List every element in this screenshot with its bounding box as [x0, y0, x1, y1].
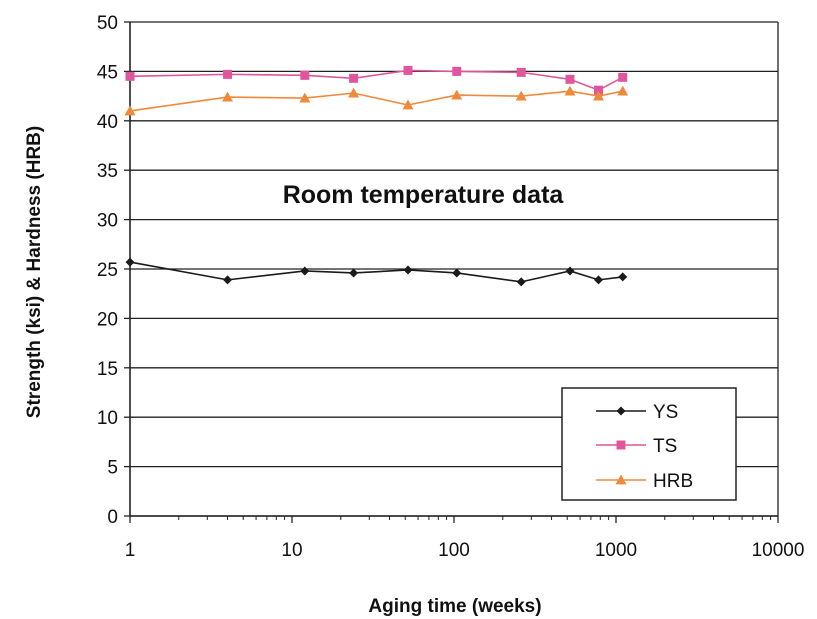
data-point-hrb-3: [348, 87, 360, 98]
data-point-ys-1: [223, 275, 233, 285]
legend: YS TS HRB: [561, 387, 737, 501]
legend-items: YS TS HRB: [596, 402, 693, 492]
data-point-ys-0: [125, 257, 135, 267]
data-point-ts-7: [565, 74, 575, 84]
data-point-ts-5: [452, 66, 462, 76]
x-tick-label-2: 100: [438, 540, 470, 561]
data-point-ys-6: [516, 277, 526, 287]
data-point-ys-3: [349, 268, 359, 278]
series-hrb: [124, 85, 629, 116]
data-point-ys-9: [618, 272, 628, 282]
y-tick-label-6: 30: [97, 211, 118, 232]
data-point-ys-2: [300, 266, 310, 276]
legend-label-ys: YS: [653, 402, 678, 423]
y-tick-labels: 0 5 10 15 20 25 30 35 40 45 50: [97, 13, 130, 528]
y-tick-label-8: 40: [97, 112, 118, 133]
data-point-hrb-8: [593, 90, 605, 101]
y-tick-label-2: 10: [97, 408, 118, 429]
x-tick-labels: 1 10 100 1000 10000: [125, 516, 805, 561]
data-point-hrb-4: [402, 99, 414, 110]
data-point-hrb-2: [299, 92, 311, 103]
series-line-hrb: [129, 90, 623, 112]
data-point-ts-2: [300, 70, 310, 80]
y-tick-label-4: 20: [97, 309, 118, 330]
legend-label-ts: TS: [653, 436, 677, 457]
data-point-ts-0: [125, 71, 135, 81]
legend-marker-hrb: [615, 474, 627, 485]
data-point-ts-8: [594, 85, 604, 95]
data-point-ys-7: [565, 266, 575, 276]
legend-marker-ys: [616, 406, 626, 416]
x-tick-label-4: 10000: [752, 540, 805, 561]
data-point-ts-1: [223, 69, 233, 79]
series-line-ts: [129, 69, 624, 92]
x-axis-title: Aging time (weeks): [368, 596, 541, 617]
annotation-text: Room temperature data: [283, 181, 565, 209]
data-point-ts-4: [403, 65, 413, 75]
data-point-hrb-9: [617, 85, 629, 96]
x-tick-label-1: 10: [281, 540, 302, 561]
y-tick-label-7: 35: [97, 161, 118, 182]
data-point-ys-8: [594, 275, 604, 285]
data-point-hrb-5: [451, 89, 463, 100]
y-tick-label-1: 5: [107, 458, 118, 479]
legend-label-hrb: HRB: [653, 471, 693, 492]
data-point-ys-4: [403, 265, 413, 275]
data-point-ts-6: [516, 67, 526, 77]
y-axis-title: Strength (ksi) & Hardness (HRB): [24, 126, 45, 418]
data-point-ts-9: [618, 72, 628, 82]
y-tick-label-10: 50: [97, 13, 118, 34]
series-layer: [124, 65, 629, 287]
data-point-hrb-0: [124, 105, 136, 116]
series-ts: [125, 65, 628, 95]
data-point-hrb-1: [222, 91, 234, 102]
data-point-hrb-7: [564, 85, 576, 96]
data-point-ts-3: [349, 73, 359, 83]
legend-box: [561, 387, 737, 501]
x-tick-label-3: 1000: [595, 540, 637, 561]
gridlines: [130, 21, 778, 517]
y-tick-label-5: 25: [97, 260, 118, 281]
x-tick-label-0: 1: [125, 540, 136, 561]
legend-marker-ts: [616, 440, 626, 450]
data-point-ys-5: [452, 268, 462, 278]
series-line-ys: [129, 261, 623, 283]
y-tick-label-3: 15: [97, 359, 118, 380]
series-ys: [125, 257, 628, 287]
data-point-hrb-6: [515, 90, 527, 101]
y-tick-label-9: 45: [97, 62, 118, 83]
y-tick-label-0: 0: [107, 507, 118, 528]
